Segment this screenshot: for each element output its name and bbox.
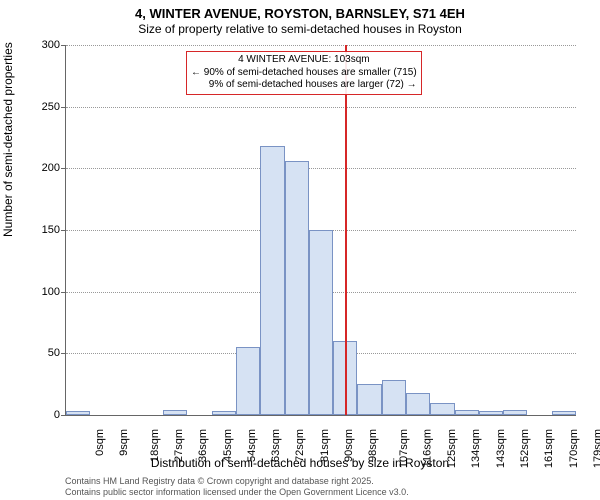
histogram-bar (503, 410, 527, 415)
y-tick (61, 45, 66, 46)
x-tick-label: 0sqm (94, 429, 106, 456)
histogram-bar (212, 411, 236, 415)
x-tick-label: 54sqm (246, 429, 258, 462)
x-tick-label: 107sqm (398, 429, 410, 468)
x-tick-label: 98sqm (367, 429, 379, 462)
y-tick-label: 50 (20, 347, 60, 359)
histogram-bar (552, 411, 576, 415)
y-tick-label: 150 (20, 224, 60, 236)
x-tick-label: 170sqm (568, 429, 580, 468)
chart-subtitle: Size of property relative to semi-detach… (0, 22, 600, 36)
histogram-bar (163, 410, 187, 415)
x-tick-label: 116sqm (421, 429, 433, 467)
footer-attribution: Contains HM Land Registry data © Crown c… (65, 476, 409, 498)
histogram-bar (357, 384, 381, 415)
x-tick-label: 36sqm (197, 429, 209, 462)
x-tick-label: 72sqm (294, 429, 306, 462)
y-tick-label: 300 (20, 39, 60, 51)
x-tick-label: 90sqm (343, 429, 355, 462)
plot-area: 4 WINTER AVENUE: 103sqm← 90% of semi-det… (65, 45, 576, 416)
histogram-bar (309, 230, 333, 415)
x-tick-label: 81sqm (319, 429, 331, 462)
y-tick-label: 200 (20, 162, 60, 174)
x-tick-label: 152sqm (519, 429, 531, 468)
x-tick-label: 134sqm (471, 429, 483, 468)
annotation-line: 9% of semi-detached houses are larger (7… (191, 79, 417, 92)
x-tick-label: 179sqm (592, 429, 600, 468)
histogram-bar (382, 380, 406, 415)
x-tick-label: 63sqm (270, 429, 282, 462)
reference-line (345, 45, 347, 415)
x-tick-label: 45sqm (222, 429, 234, 462)
x-tick-label: 125sqm (446, 429, 458, 468)
y-tick (61, 415, 66, 416)
y-tick-label: 0 (20, 409, 60, 421)
histogram-bar (406, 393, 430, 415)
histogram-bar (455, 410, 479, 415)
footer-line: Contains HM Land Registry data © Crown c… (65, 476, 409, 487)
histogram-bar (236, 347, 260, 415)
footer-line: Contains public sector information licen… (65, 487, 409, 498)
gridline (66, 107, 576, 108)
y-tick-label: 100 (20, 286, 60, 298)
y-tick (61, 230, 66, 231)
x-tick-label: 9sqm (118, 429, 130, 456)
annotation-line: 4 WINTER AVENUE: 103sqm (191, 54, 417, 67)
x-tick-label: 161sqm (543, 429, 555, 468)
histogram-bar (479, 411, 503, 415)
y-tick-label: 250 (20, 101, 60, 113)
histogram-bar (260, 146, 284, 415)
x-tick-label: 18sqm (149, 429, 161, 462)
chart-title: 4, WINTER AVENUE, ROYSTON, BARNSLEY, S71… (0, 6, 600, 21)
histogram-chart: 4, WINTER AVENUE, ROYSTON, BARNSLEY, S71… (0, 0, 600, 500)
y-tick (61, 107, 66, 108)
gridline (66, 168, 576, 169)
x-tick-label: 27sqm (173, 429, 185, 462)
gridline (66, 45, 576, 46)
annotation-line: ← 90% of semi-detached houses are smalle… (191, 67, 417, 80)
y-tick (61, 353, 66, 354)
y-tick (61, 168, 66, 169)
annotation-box: 4 WINTER AVENUE: 103sqm← 90% of semi-det… (186, 51, 422, 95)
y-tick (61, 292, 66, 293)
histogram-bar (285, 161, 309, 415)
histogram-bar (430, 403, 454, 415)
x-tick-label: 143sqm (495, 429, 507, 468)
histogram-bar (66, 411, 90, 415)
y-axis-label: Number of semi-detached properties (1, 42, 15, 237)
